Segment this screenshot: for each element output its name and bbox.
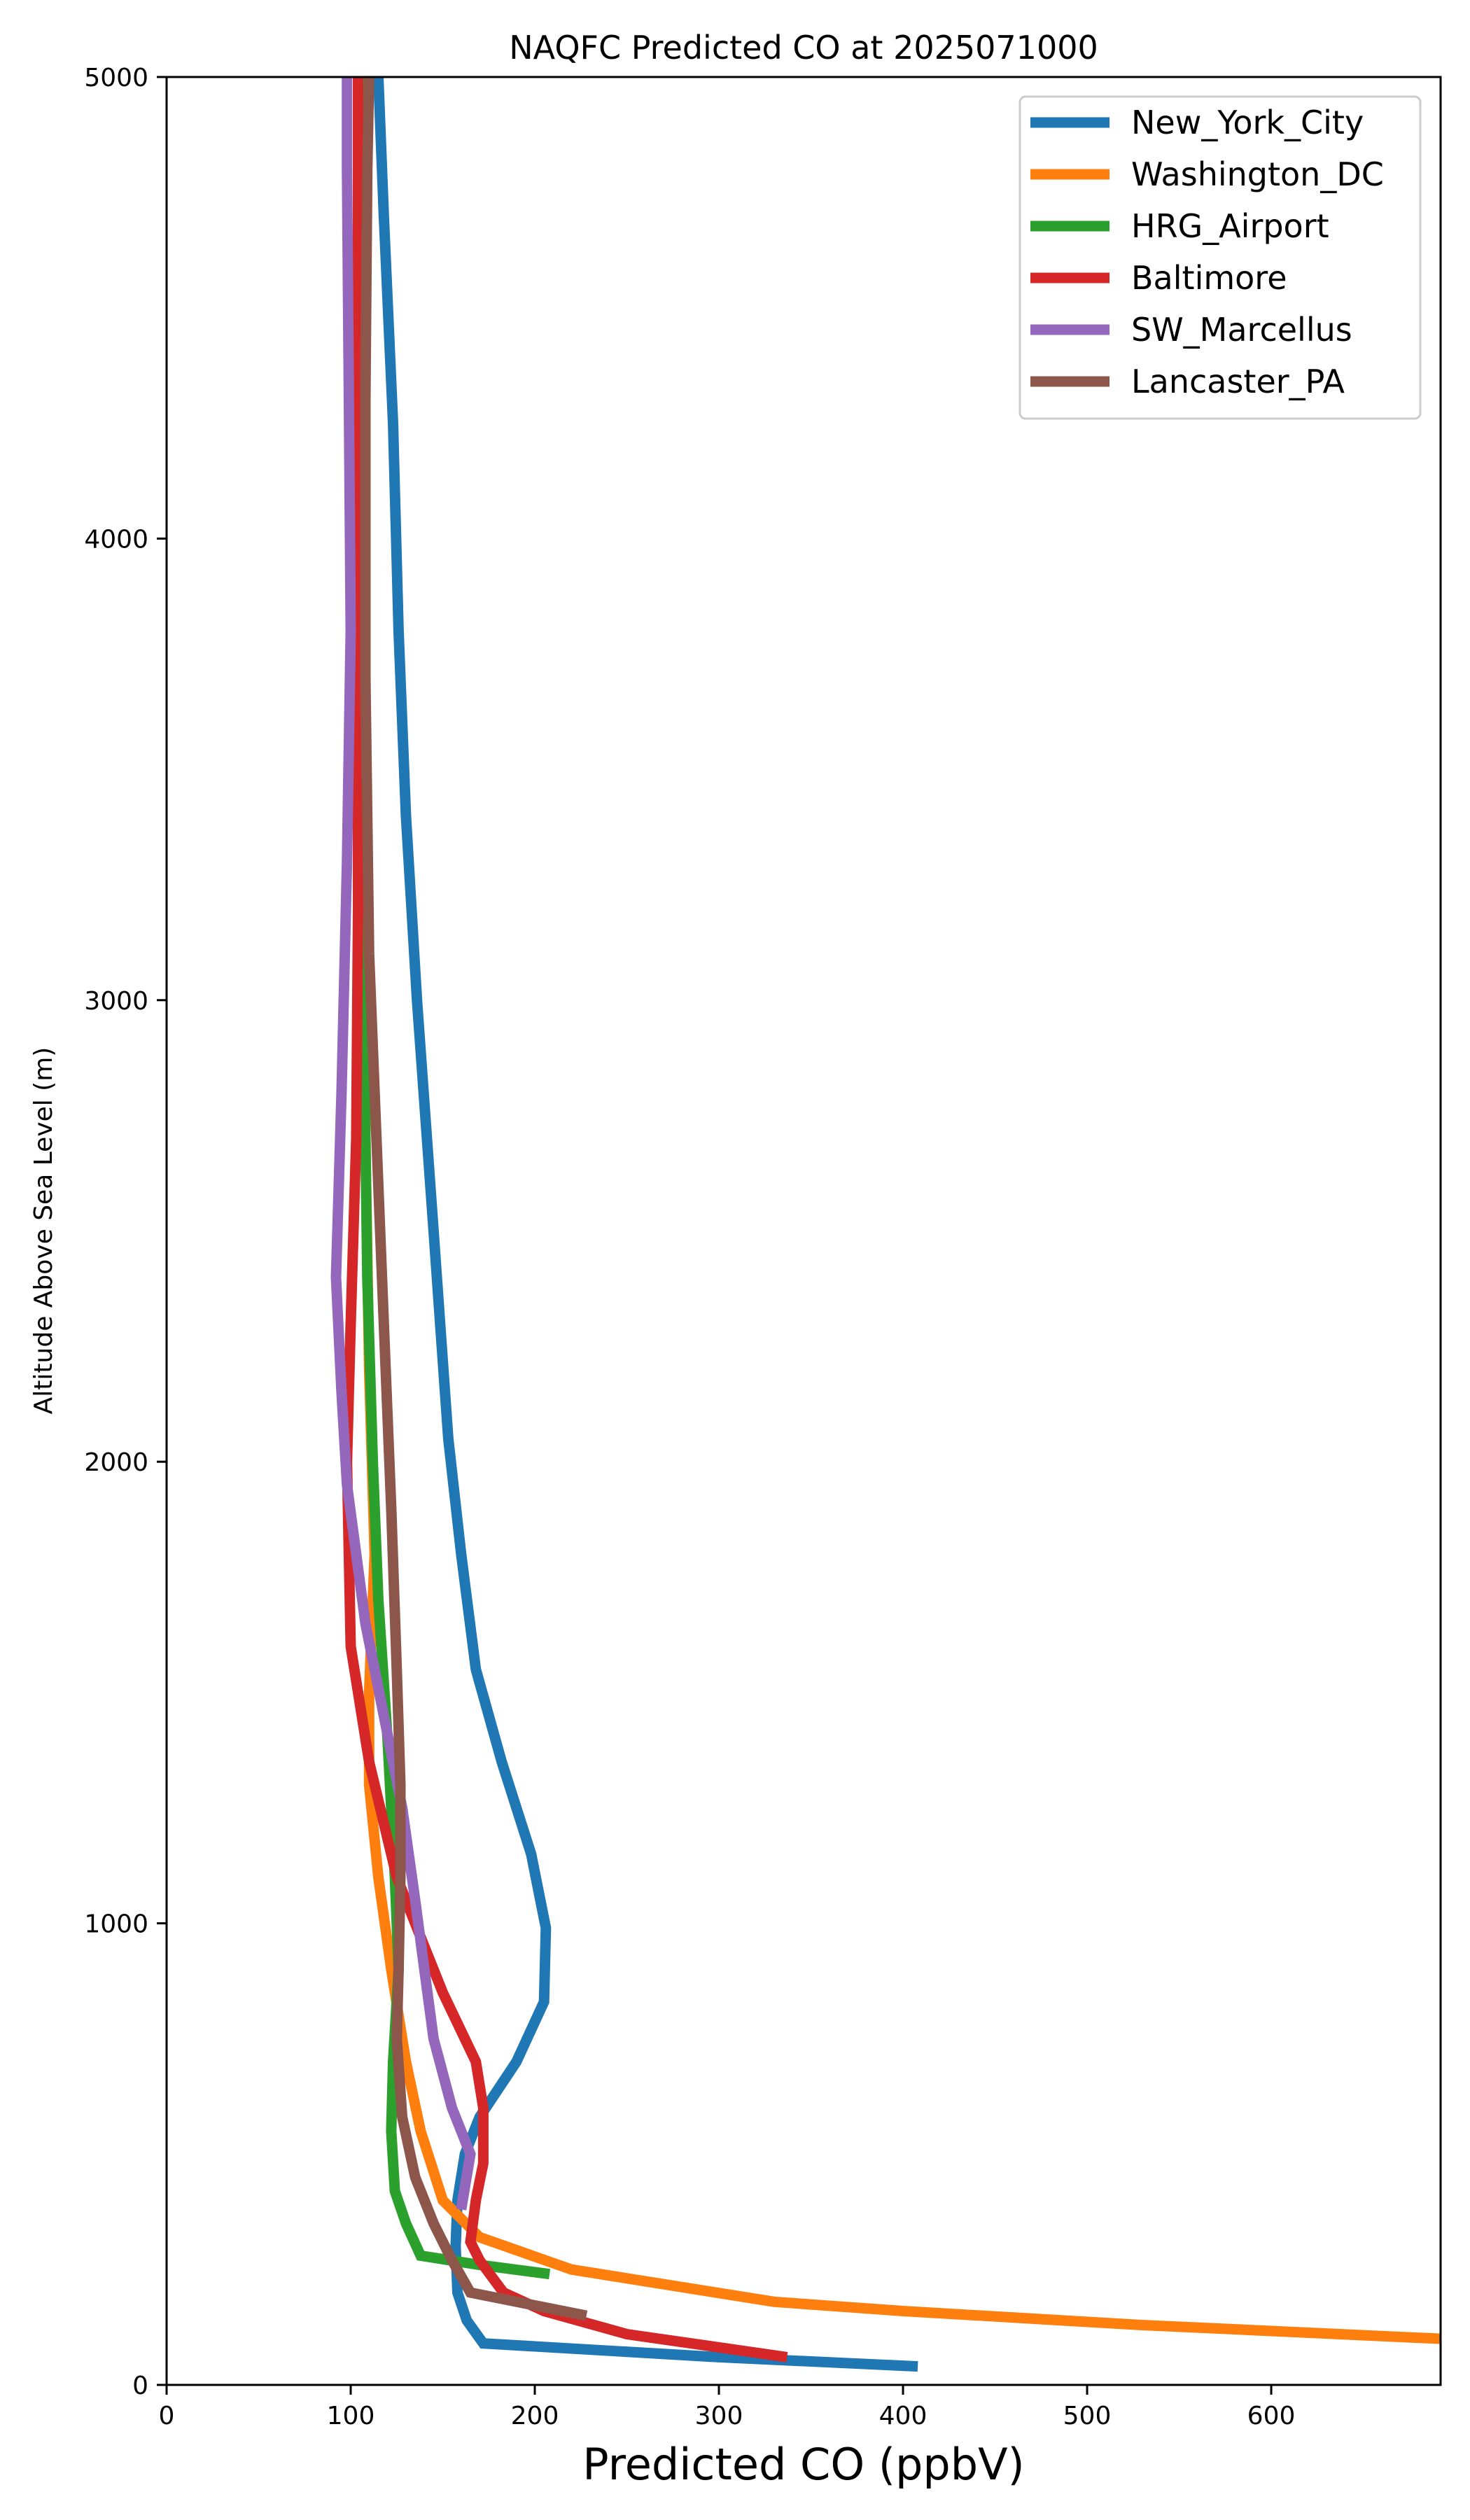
series-line-sw-marcellus [330, 77, 476, 2211]
series-line-new-york-city [373, 76, 918, 2372]
y-tick-label: 0 [132, 2372, 148, 2400]
series-line-baltimore [342, 77, 788, 2362]
legend-box [1018, 95, 1422, 420]
legend-label-new-york-city: New_York_City [1131, 104, 1364, 141]
x-tick-label: 300 [695, 2402, 743, 2430]
x-axis: 0 100 200 300 400 500 600 [159, 2385, 1296, 2430]
legend-label-sw-marcellus: SW_Marcellus [1131, 311, 1352, 349]
y-axis-label: Altitude Above Sea Level (m) [29, 1047, 58, 1415]
legend-label-lancaster-pa: Lancaster_PA [1131, 363, 1345, 400]
y-tick-label: 3000 [84, 987, 148, 1016]
series-line-lancaster-pa [360, 76, 588, 2321]
legend-label-baltimore: Baltimore [1131, 259, 1287, 297]
legend-label-hrg-airport: HRG_Airport [1131, 207, 1329, 245]
y-tick-label: 5000 [84, 64, 148, 92]
series-layer [330, 76, 1441, 2372]
y-tick-label: 2000 [84, 1448, 148, 1477]
y-axis: 0 1000 2000 3000 4000 5000 [84, 64, 167, 2400]
x-tick-label: 0 [159, 2402, 175, 2430]
legend-label-washington-dc: Washington_DC [1131, 155, 1384, 193]
x-axis-label: Predicted CO (ppbV) [582, 2439, 1024, 2490]
x-tick-label: 600 [1247, 2402, 1296, 2430]
chart-title: NAQFC Predicted CO at 2025071000 [509, 29, 1098, 66]
x-tick-label: 200 [511, 2402, 559, 2430]
x-tick-label: 500 [1063, 2402, 1112, 2430]
legend: New_York_City Washington_DC HRG_Airport Bal… [1018, 95, 1422, 420]
plot-frame [165, 76, 1442, 2386]
y-tick-label: 1000 [84, 1910, 148, 1939]
x-tick-label: 100 [327, 2402, 375, 2430]
x-tick-label: 400 [879, 2402, 927, 2430]
y-tick-label: 4000 [84, 525, 148, 554]
